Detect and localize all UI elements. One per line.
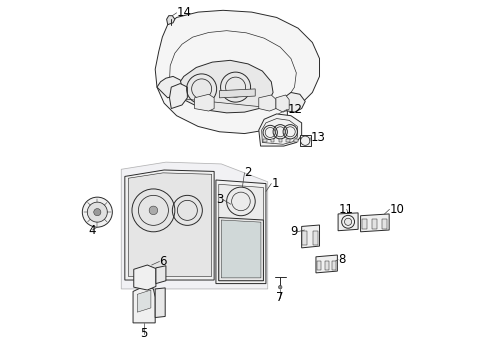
Bar <box>302 231 307 245</box>
Bar <box>294 139 297 142</box>
Text: 10: 10 <box>389 203 404 216</box>
Polygon shape <box>133 287 155 323</box>
Bar <box>331 261 336 270</box>
Polygon shape <box>216 180 265 284</box>
Text: 5: 5 <box>140 327 147 340</box>
Polygon shape <box>360 214 388 232</box>
Text: 6: 6 <box>159 255 166 268</box>
Polygon shape <box>128 173 211 276</box>
Circle shape <box>344 218 351 225</box>
Polygon shape <box>301 225 319 248</box>
Circle shape <box>94 208 101 216</box>
Bar <box>371 219 376 229</box>
Bar <box>381 219 386 229</box>
Polygon shape <box>121 162 267 289</box>
Text: 2: 2 <box>244 166 251 179</box>
Polygon shape <box>299 135 310 146</box>
Circle shape <box>82 197 112 227</box>
Polygon shape <box>194 94 214 111</box>
Circle shape <box>278 285 282 289</box>
Bar <box>324 261 328 270</box>
Bar <box>263 139 266 142</box>
Bar <box>316 261 321 270</box>
Bar <box>312 231 317 245</box>
Circle shape <box>149 206 157 215</box>
Text: 7: 7 <box>276 291 284 305</box>
Polygon shape <box>155 288 165 318</box>
Text: 13: 13 <box>309 131 325 144</box>
Text: 12: 12 <box>287 103 302 116</box>
Text: 8: 8 <box>337 253 345 266</box>
Polygon shape <box>258 95 275 111</box>
Polygon shape <box>337 213 357 231</box>
Bar <box>270 139 274 142</box>
Polygon shape <box>315 255 337 273</box>
Polygon shape <box>283 93 305 112</box>
Text: 14: 14 <box>176 6 191 19</box>
Polygon shape <box>169 84 187 109</box>
Polygon shape <box>219 89 255 98</box>
Polygon shape <box>218 184 263 281</box>
Polygon shape <box>166 16 175 24</box>
Polygon shape <box>258 114 301 146</box>
Text: 3: 3 <box>215 193 223 206</box>
Circle shape <box>87 202 107 222</box>
Polygon shape <box>218 217 263 281</box>
Text: 9: 9 <box>289 225 297 238</box>
Text: 1: 1 <box>271 177 278 190</box>
Polygon shape <box>134 265 156 290</box>
Polygon shape <box>155 10 319 134</box>
Polygon shape <box>157 76 182 98</box>
Polygon shape <box>124 170 214 280</box>
Polygon shape <box>173 60 272 113</box>
Polygon shape <box>221 220 261 278</box>
Text: 11: 11 <box>339 203 353 216</box>
Text: 4: 4 <box>88 224 96 237</box>
Bar <box>286 139 289 142</box>
Polygon shape <box>156 266 165 284</box>
Polygon shape <box>275 95 288 112</box>
Polygon shape <box>137 290 151 312</box>
Bar <box>361 219 366 229</box>
Bar <box>278 139 282 142</box>
